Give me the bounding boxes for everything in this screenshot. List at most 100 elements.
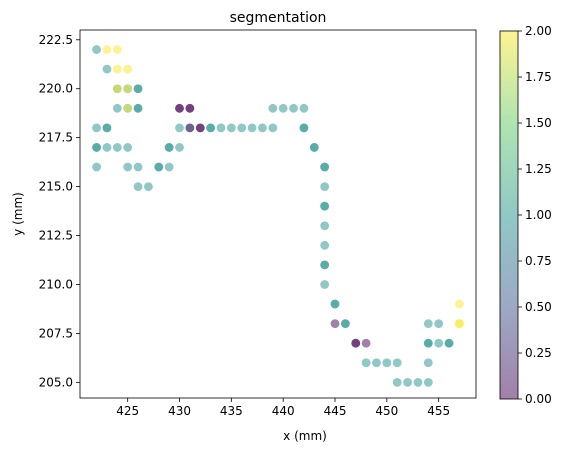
data-point — [320, 162, 330, 172]
data-point — [268, 103, 278, 113]
data-point — [206, 123, 216, 133]
data-point — [423, 338, 433, 348]
data-point — [320, 182, 330, 192]
data-point — [102, 123, 112, 133]
data-point — [413, 377, 423, 387]
colorbar-tick-label: 0.25 — [525, 346, 552, 360]
data-point — [361, 338, 371, 348]
data-point — [423, 358, 433, 368]
y-tick-label: 210.0 — [39, 277, 73, 291]
data-point — [195, 123, 205, 133]
data-point — [102, 45, 112, 54]
data-point — [123, 64, 133, 74]
data-point — [309, 143, 319, 152]
x-tick-label: 440 — [272, 404, 295, 418]
plot-frame — [79, 29, 477, 399]
data-point — [175, 143, 184, 152]
colorbar-tick-label: 1.50 — [525, 116, 552, 130]
data-point — [112, 143, 122, 152]
y-tick-label: 217.5 — [39, 131, 73, 145]
y-tick-label: 207.5 — [39, 326, 73, 340]
data-point — [320, 221, 330, 231]
colorbar-tick-label: 0.50 — [525, 300, 552, 314]
y-tick-label: 222.5 — [39, 33, 73, 47]
y-tick-label: 205.0 — [39, 375, 73, 389]
data-point — [164, 162, 174, 172]
data-point — [320, 280, 330, 289]
data-point — [434, 319, 444, 329]
data-point — [133, 162, 143, 172]
data-point — [123, 84, 133, 94]
data-point — [340, 319, 350, 329]
data-point — [434, 338, 444, 348]
colorbar-tick-label: 1.75 — [525, 70, 552, 84]
data-point — [392, 358, 402, 368]
colorbar-tick-label: 0.75 — [525, 254, 552, 268]
data-point — [112, 45, 122, 54]
data-point — [102, 143, 112, 152]
chart-title: segmentation — [230, 10, 327, 26]
data-point — [112, 103, 122, 113]
colorbar-tick-label: 1.25 — [525, 162, 552, 176]
data-point — [455, 299, 464, 309]
data-point — [237, 123, 247, 133]
data-point — [112, 64, 122, 74]
data-point — [102, 64, 112, 74]
data-point — [258, 123, 267, 133]
data-point — [268, 123, 278, 133]
data-point — [216, 123, 226, 133]
x-tick-label: 455 — [427, 404, 450, 418]
data-point — [92, 162, 101, 172]
data-point — [382, 358, 392, 368]
plot-points — [92, 45, 464, 387]
data-point — [123, 162, 133, 172]
y-tick-label: 220.0 — [39, 82, 73, 96]
x-tick-label: 445 — [324, 404, 347, 418]
y-tick-label: 215.0 — [39, 180, 73, 194]
data-point — [299, 123, 309, 133]
colorbar-tick-label: 0.00 — [525, 392, 552, 406]
x-axis-label: x (mm) — [283, 429, 327, 443]
data-point — [164, 143, 174, 152]
data-point — [361, 358, 371, 368]
colorbar-ticks: 0.00 0.25 0.50 0.75 1.00 1.25 1.50 1.75 2.00 — [518, 24, 552, 406]
data-point — [92, 123, 101, 133]
data-point — [351, 338, 361, 348]
data-point — [226, 123, 236, 133]
colorbar-tick-label: 1.00 — [525, 208, 552, 222]
data-point — [330, 299, 340, 309]
data-point — [423, 319, 433, 329]
data-point — [133, 103, 143, 113]
data-point — [133, 84, 143, 94]
data-point — [278, 103, 288, 113]
x-tick-label: 430 — [168, 404, 191, 418]
data-point — [330, 319, 340, 329]
data-point — [392, 377, 402, 387]
data-point — [175, 103, 184, 113]
y-axis-ticks: 205.0 207.5 210.0 212.5 215.0 217.5 220.0 222.5 — [39, 33, 80, 389]
x-tick-label: 435 — [220, 404, 243, 418]
data-point — [320, 240, 330, 250]
data-point — [92, 45, 101, 54]
data-point — [123, 103, 133, 113]
data-point — [92, 143, 101, 152]
data-point — [299, 103, 309, 113]
colorbar: 0.00 0.25 0.50 0.75 1.00 1.25 1.50 1.75 2.00 — [499, 24, 552, 406]
colorbar-gradient — [500, 31, 518, 399]
data-point — [123, 143, 133, 152]
data-point — [185, 123, 195, 133]
data-point — [455, 319, 464, 329]
data-point — [289, 103, 298, 113]
data-point — [320, 201, 330, 211]
y-tick-label: 212.5 — [39, 229, 73, 243]
data-point — [372, 358, 381, 368]
data-point — [133, 182, 143, 192]
data-point — [423, 377, 433, 387]
x-axis-ticks: 425 430 435 440 445 450 455 — [116, 398, 450, 418]
colorbar-tick-label: 2.00 — [525, 24, 552, 38]
data-point — [144, 182, 153, 192]
data-point — [444, 338, 454, 348]
y-axis-label: y (mm) — [11, 192, 25, 236]
data-point — [185, 103, 195, 113]
x-tick-label: 425 — [116, 404, 139, 418]
